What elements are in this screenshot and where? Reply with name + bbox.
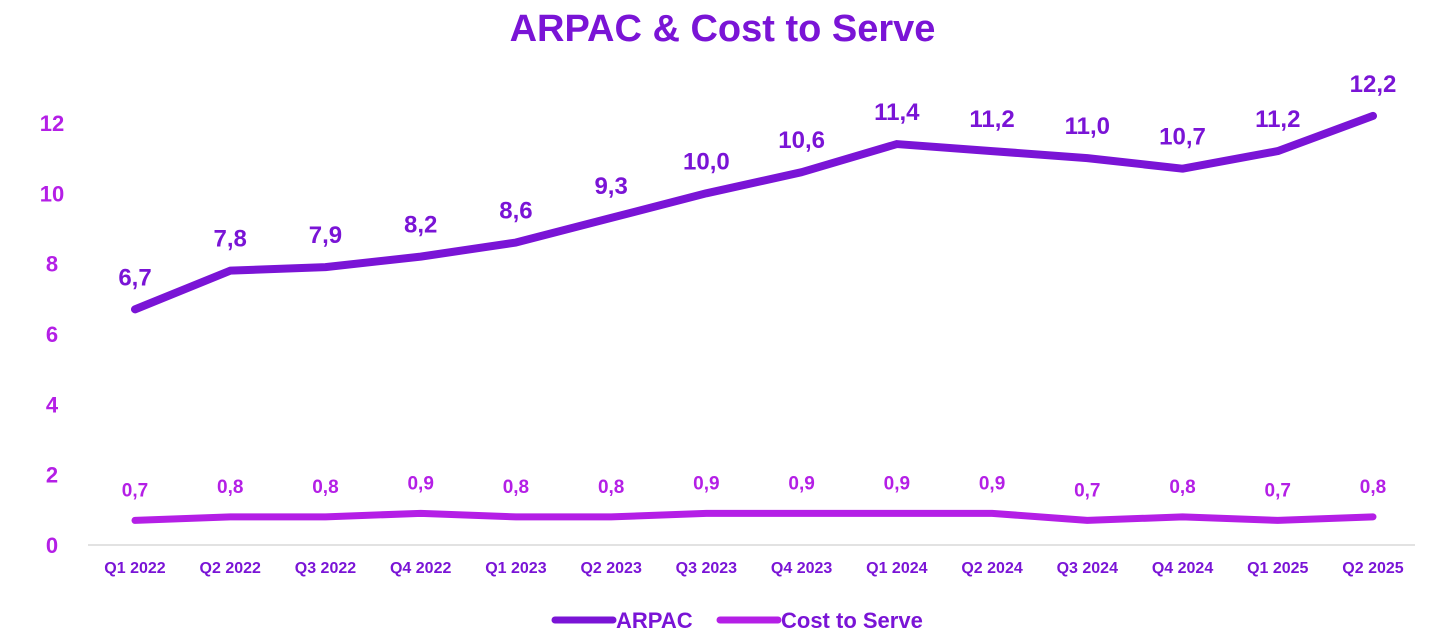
data-label: 0,7: [1265, 480, 1291, 501]
data-label: 0,7: [1074, 480, 1100, 501]
y-tick-label: 8: [46, 252, 58, 277]
y-tick-label: 2: [46, 463, 58, 488]
x-tick-label: Q1 2024: [866, 560, 927, 577]
data-label: 7,8: [214, 226, 247, 253]
data-label: 0,8: [1360, 477, 1386, 498]
data-label: 10,7: [1159, 124, 1206, 151]
x-tick-label: Q3 2023: [676, 560, 737, 577]
data-label: 0,8: [1169, 477, 1195, 498]
data-label: 0,9: [884, 473, 910, 494]
data-label: 0,8: [503, 477, 529, 498]
series-line-cost-to-serve: [131, 509, 1377, 524]
legend-label: ARPAC: [616, 608, 693, 633]
x-tick-label: Q4 2022: [390, 560, 451, 577]
data-label: 12,2: [1350, 71, 1397, 98]
y-tick-label: 4: [46, 392, 59, 417]
data-label: 0,8: [598, 477, 624, 498]
x-tick-label: Q1 2023: [485, 560, 546, 577]
data-label: 0,9: [407, 473, 433, 494]
data-label: 11,0: [1065, 113, 1110, 140]
x-tick-label: Q2 2024: [961, 560, 1022, 577]
x-tick-label: Q3 2024: [1057, 560, 1118, 577]
data-label: 0,9: [788, 473, 814, 494]
y-tick-label: 12: [40, 111, 64, 136]
y-tick-label: 0: [46, 533, 58, 558]
series-line-arpac: [131, 111, 1377, 314]
data-label: 8,6: [499, 198, 532, 225]
data-label: 9,3: [594, 173, 627, 200]
y-tick-label: 6: [46, 322, 58, 347]
data-label: 0,8: [312, 477, 338, 498]
data-label: 11,2: [1255, 106, 1300, 133]
data-label: 10,0: [683, 148, 730, 175]
x-tick-label: Q4 2023: [771, 560, 832, 577]
chart-title: ARPAC & Cost to Serve: [509, 8, 936, 50]
data-label: 0,9: [979, 473, 1005, 494]
data-label: 0,7: [122, 480, 148, 501]
y-tick-label: 10: [40, 181, 64, 206]
x-tick-label: Q1 2025: [1247, 560, 1308, 577]
data-label: 0,9: [693, 473, 719, 494]
data-label: 8,2: [404, 212, 437, 239]
x-tick-label: Q2 2025: [1342, 560, 1403, 577]
x-tick-label: Q4 2024: [1152, 560, 1213, 577]
data-label: 7,9: [309, 222, 342, 249]
data-label: 11,4: [874, 99, 920, 126]
data-label: 6,7: [118, 264, 151, 291]
x-tick-label: Q1 2022: [104, 560, 165, 577]
x-tick-label: Q3 2022: [295, 560, 356, 577]
data-label: 0,8: [217, 477, 243, 498]
legend-label: Cost to Serve: [781, 608, 923, 633]
x-tick-label: Q2 2022: [200, 560, 261, 577]
data-label: 11,2: [969, 106, 1014, 133]
x-tick-label: Q2 2023: [580, 560, 641, 577]
data-label: 10,6: [778, 127, 825, 154]
